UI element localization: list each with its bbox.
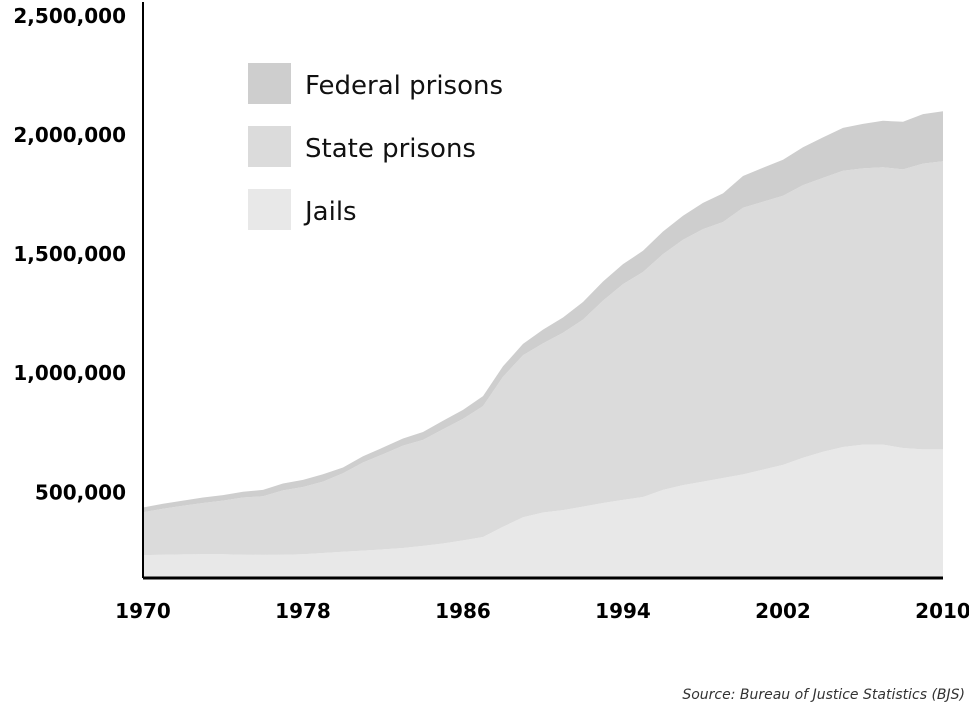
source-note: Source: Bureau of Justice Statistics (BJ… (682, 687, 965, 703)
stacked-areas (143, 111, 943, 578)
x-tick-label: 1986 (435, 599, 491, 623)
area-state-prisons (143, 161, 943, 556)
x-tick-labels: 1970 1978 1986 1994 2002 2010 (115, 599, 969, 623)
area-jails (143, 444, 943, 578)
legend-label: Federal prisons (305, 71, 503, 101)
legend: Federal prisons State prisons Jails (248, 63, 503, 230)
axes (142, 2, 943, 580)
legend-swatch (248, 126, 291, 167)
legend-swatch (248, 189, 291, 230)
x-tick-label: 1978 (275, 599, 331, 623)
y-tick-labels: 500,000 1,000,000 1,500,000 2,000,000 2,500,… (13, 4, 126, 504)
legend-label: Jails (303, 197, 357, 227)
y-tick-label: 2,500,000 (13, 4, 126, 28)
y-tick-label: 2,000,000 (13, 123, 126, 147)
area-federal-prisons (143, 111, 943, 513)
y-tick-label: 500,000 (35, 480, 126, 504)
x-tick-label: 2002 (755, 599, 811, 623)
legend-label: State prisons (305, 134, 476, 164)
x-tick-label: 1994 (595, 599, 651, 623)
y-tick-label: 1,500,000 (13, 242, 126, 266)
y-tick-label: 1,000,000 (13, 361, 126, 385)
x-tick-label: 1970 (115, 599, 171, 623)
legend-swatch (248, 63, 291, 104)
x-tick-label: 2010 (915, 599, 969, 623)
